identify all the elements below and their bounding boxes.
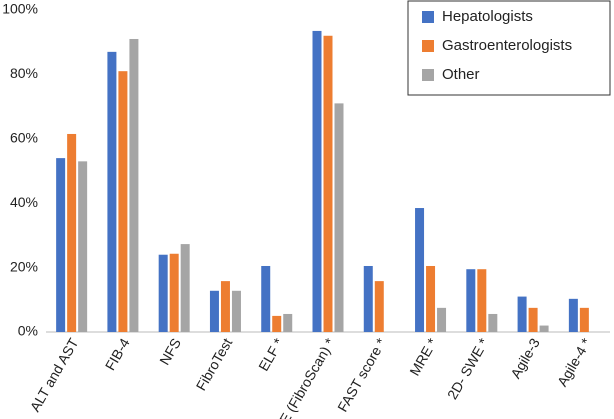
bar [209,290,219,332]
bar [539,325,549,332]
bar [56,158,66,332]
legend-label: Other [442,66,480,83]
x-tick-label: ELF * [255,335,287,374]
bar [477,269,487,332]
bar [231,290,241,332]
bar [158,254,168,332]
y-tick-label: 60% [10,130,38,146]
bar [180,244,190,332]
y-tick-label: 40% [10,194,38,210]
y-tick-label: 100% [2,1,38,17]
y-tick-label: 20% [10,258,38,274]
bar [67,133,77,332]
bar [568,298,578,332]
x-tick-label: Agile-3 [507,335,543,381]
legend-swatch [422,11,434,23]
bar [466,269,476,332]
bar [312,30,322,333]
bar [363,265,373,332]
bar [528,307,538,332]
x-tick-label: MRE * [406,335,440,379]
x-tick-label: 2D- SWE * [444,335,492,402]
bar [415,208,425,332]
x-tick-label: ALT and AST [27,335,82,414]
y-tick-label: 80% [10,65,38,81]
x-tick-label: FAST score * [334,335,389,415]
bar [283,313,293,332]
legend-swatch [422,40,434,52]
bar [334,103,344,332]
bar [517,296,527,332]
bar [488,313,498,332]
bar [261,265,271,332]
bar [118,71,128,333]
legend-swatch [422,69,434,81]
bar [579,307,589,332]
bar [272,315,282,332]
bar [78,161,88,332]
bar [426,265,436,332]
bar [437,307,447,332]
x-tick-label: NFS [156,335,184,367]
legend-label: Hepatologists [442,8,533,25]
x-tick-label: FibroTest [193,335,236,393]
x-tick-label: FIB-4 [102,335,133,373]
bar [107,51,117,333]
bar [220,281,230,332]
bar [323,35,333,332]
legend-label: Gastroenterologists [442,37,572,54]
y-tick-label: 0% [18,323,38,339]
bar [169,253,179,332]
bar [129,38,139,332]
bar [374,281,384,332]
x-tick-label: Agile-4 * [554,335,595,389]
legend-box [407,0,611,96]
